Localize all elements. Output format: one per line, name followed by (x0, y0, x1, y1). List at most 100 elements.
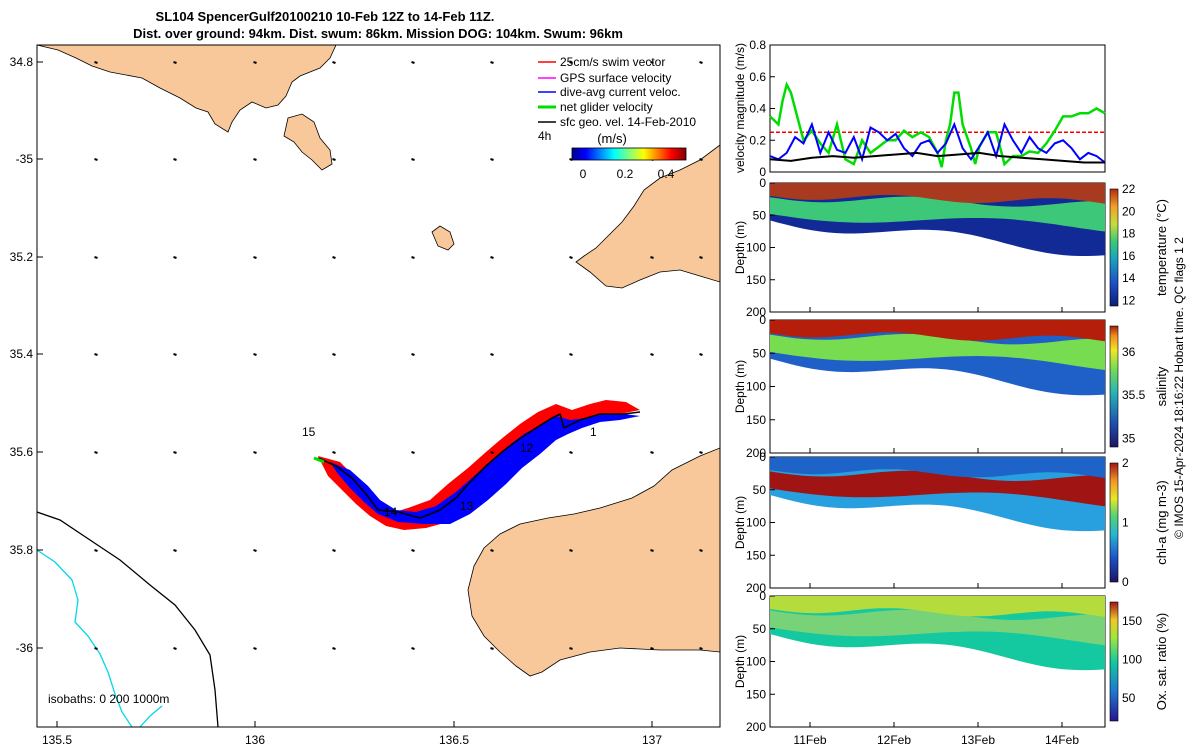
geo-vector-mark (490, 61, 494, 64)
map-legend: 25cm/s swim vector GPS surface velocity … (538, 55, 696, 181)
geo-vector-mark (332, 549, 336, 552)
section-colorbar-tick: 36 (1122, 345, 1136, 359)
geo-vector-mark (650, 451, 654, 454)
geo-vector-mark (490, 451, 494, 454)
isobath-note: isobaths: 0 200 1000m (48, 692, 169, 706)
time-tick-label: 13Feb (961, 733, 995, 747)
section-y-tick-label: 0 (759, 450, 766, 464)
section-colorbar (1109, 462, 1119, 583)
geo-vector-mark (253, 256, 257, 259)
map-x-tick-label: 136 (245, 733, 265, 747)
section-colorbar-label: temperature (°C) (1154, 199, 1169, 296)
geo-vector-mark (94, 256, 98, 259)
geo-vector-mark (569, 647, 573, 650)
legend-sfc-geo: sfc geo. vel. 14-Feb-2010 (560, 115, 696, 129)
geo-vector-mark (569, 353, 573, 356)
section-colorbar-tick: 50 (1122, 691, 1136, 705)
section-colorbar-tick: 18 (1122, 227, 1136, 241)
day-marker-1: 1 (590, 425, 597, 439)
section-colorbar-tick: 100 (1122, 653, 1142, 667)
section-colorbar-label: chl-a (mg m-3) (1154, 480, 1169, 565)
geo-vector-mark (332, 158, 336, 161)
geo-vector-mark (253, 353, 257, 356)
section-colorbar-tick: 35 (1122, 431, 1136, 445)
legend-interval: 4h (538, 129, 551, 143)
section-y-tick-label: 0 (759, 589, 766, 603)
map-y-tick-label: 34.8 (10, 55, 34, 69)
velocity-y-tick-label: 0.4 (749, 102, 766, 116)
section-y-tick-label: 150 (746, 687, 766, 701)
geo-vector-mark (253, 61, 257, 64)
geo-vector-mark (173, 61, 177, 64)
geo-vector-mark (173, 256, 177, 259)
land-south-peninsula (467, 447, 720, 677)
geo-vector-mark (411, 549, 415, 552)
geo-vector-mark (411, 451, 415, 454)
land-north-peninsula (37, 45, 337, 133)
land-small-island (431, 225, 455, 251)
section-y-tick-label: 100 (746, 516, 766, 530)
velocity-y-tick-label: 0.8 (749, 38, 766, 52)
geo-vector-mark (569, 549, 573, 552)
section-y-tick-label: 50 (753, 483, 767, 497)
section-ylabel: Depth (m) (733, 635, 747, 688)
legend-swim-vector: 25cm/s swim vector (560, 55, 665, 69)
section-mid-layer (770, 470, 1105, 507)
geo-vector-mark (490, 158, 494, 161)
velocity-ylabel: velocity magnitude (m/s) (733, 43, 747, 173)
section-colorbar-tick: 2 (1122, 456, 1129, 470)
map-y-tick-label: 35.2 (10, 250, 34, 264)
section-y-tick-label: 100 (746, 655, 766, 669)
section-colorbar (1109, 601, 1119, 722)
map-y-tick-label: 35.4 (10, 347, 34, 361)
map-colorbar-tick: 0.4 (658, 167, 675, 181)
geo-vector-mark (253, 158, 257, 161)
geo-vector-mark (699, 451, 703, 454)
geo-vector-mark (569, 451, 573, 454)
section-y-tick-label: 100 (746, 380, 766, 394)
section-ylabel: Depth (m) (733, 360, 747, 413)
map-colorbar-tick: 0 (580, 167, 587, 181)
geo-vector-mark (332, 647, 336, 650)
map-y-tick-label: -36 (16, 641, 34, 655)
geo-vector-mark (411, 353, 415, 356)
glider-track (317, 411, 641, 519)
geo-vector-mark (411, 61, 415, 64)
section-y-tick-label: 100 (746, 241, 766, 255)
legend-dive-avg: dive-avg current veloc. (560, 85, 681, 99)
geo-vector-mark (411, 256, 415, 259)
map-axes-frame (36, 44, 721, 728)
legend-net-glider: net glider velocity (560, 100, 653, 114)
geo-vector-mark (650, 256, 654, 259)
geo-vector-mark (173, 353, 177, 356)
geo-vector-mark (650, 353, 654, 356)
section-colorbar-tick: 16 (1122, 249, 1136, 263)
section-y-tick-label: 50 (753, 208, 767, 222)
geo-vector-mark (173, 451, 177, 454)
figure-title-line2: Dist. over ground: 94km. Dist. swum: 86k… (133, 26, 623, 41)
section-y-tick-label: 50 (753, 622, 767, 636)
figure-title-line1: SL104 SpencerGulf20100210 10-Feb 12Z to … (156, 9, 495, 24)
section-panel: 0 50 100 150 200 Depth (m) 2 1 0 chl-a (mg m-3) (733, 450, 1169, 595)
section-colorbar (1109, 325, 1119, 448)
velocity-y-tick-label: 0.6 (749, 70, 766, 84)
section-colorbar-tick: 12 (1122, 293, 1136, 307)
section-surface-layer (770, 320, 1105, 342)
legend-gps-velocity: GPS surface velocity (560, 71, 671, 85)
section-ylabel: Depth (m) (733, 221, 747, 274)
section-colorbar-tick: 22 (1122, 182, 1136, 196)
section-mid-layer (770, 196, 1105, 232)
geo-vector-mark (332, 61, 336, 64)
section-y-tick-label: 150 (746, 413, 766, 427)
section-y-tick-label: 0 (759, 176, 766, 190)
geo-vector-mark (332, 353, 336, 356)
section-colorbar-tick: 35.5 (1122, 388, 1146, 402)
geo-vector-mark (411, 158, 415, 161)
geo-vector-mark (490, 256, 494, 259)
geo-vector-mark (94, 158, 98, 161)
map-x-ticks: 135.5 136 136.5 137 (42, 721, 662, 747)
geo-vector-mark (699, 353, 703, 356)
day-marker-12: 12 (520, 441, 534, 455)
geo-vector-mark (490, 353, 494, 356)
